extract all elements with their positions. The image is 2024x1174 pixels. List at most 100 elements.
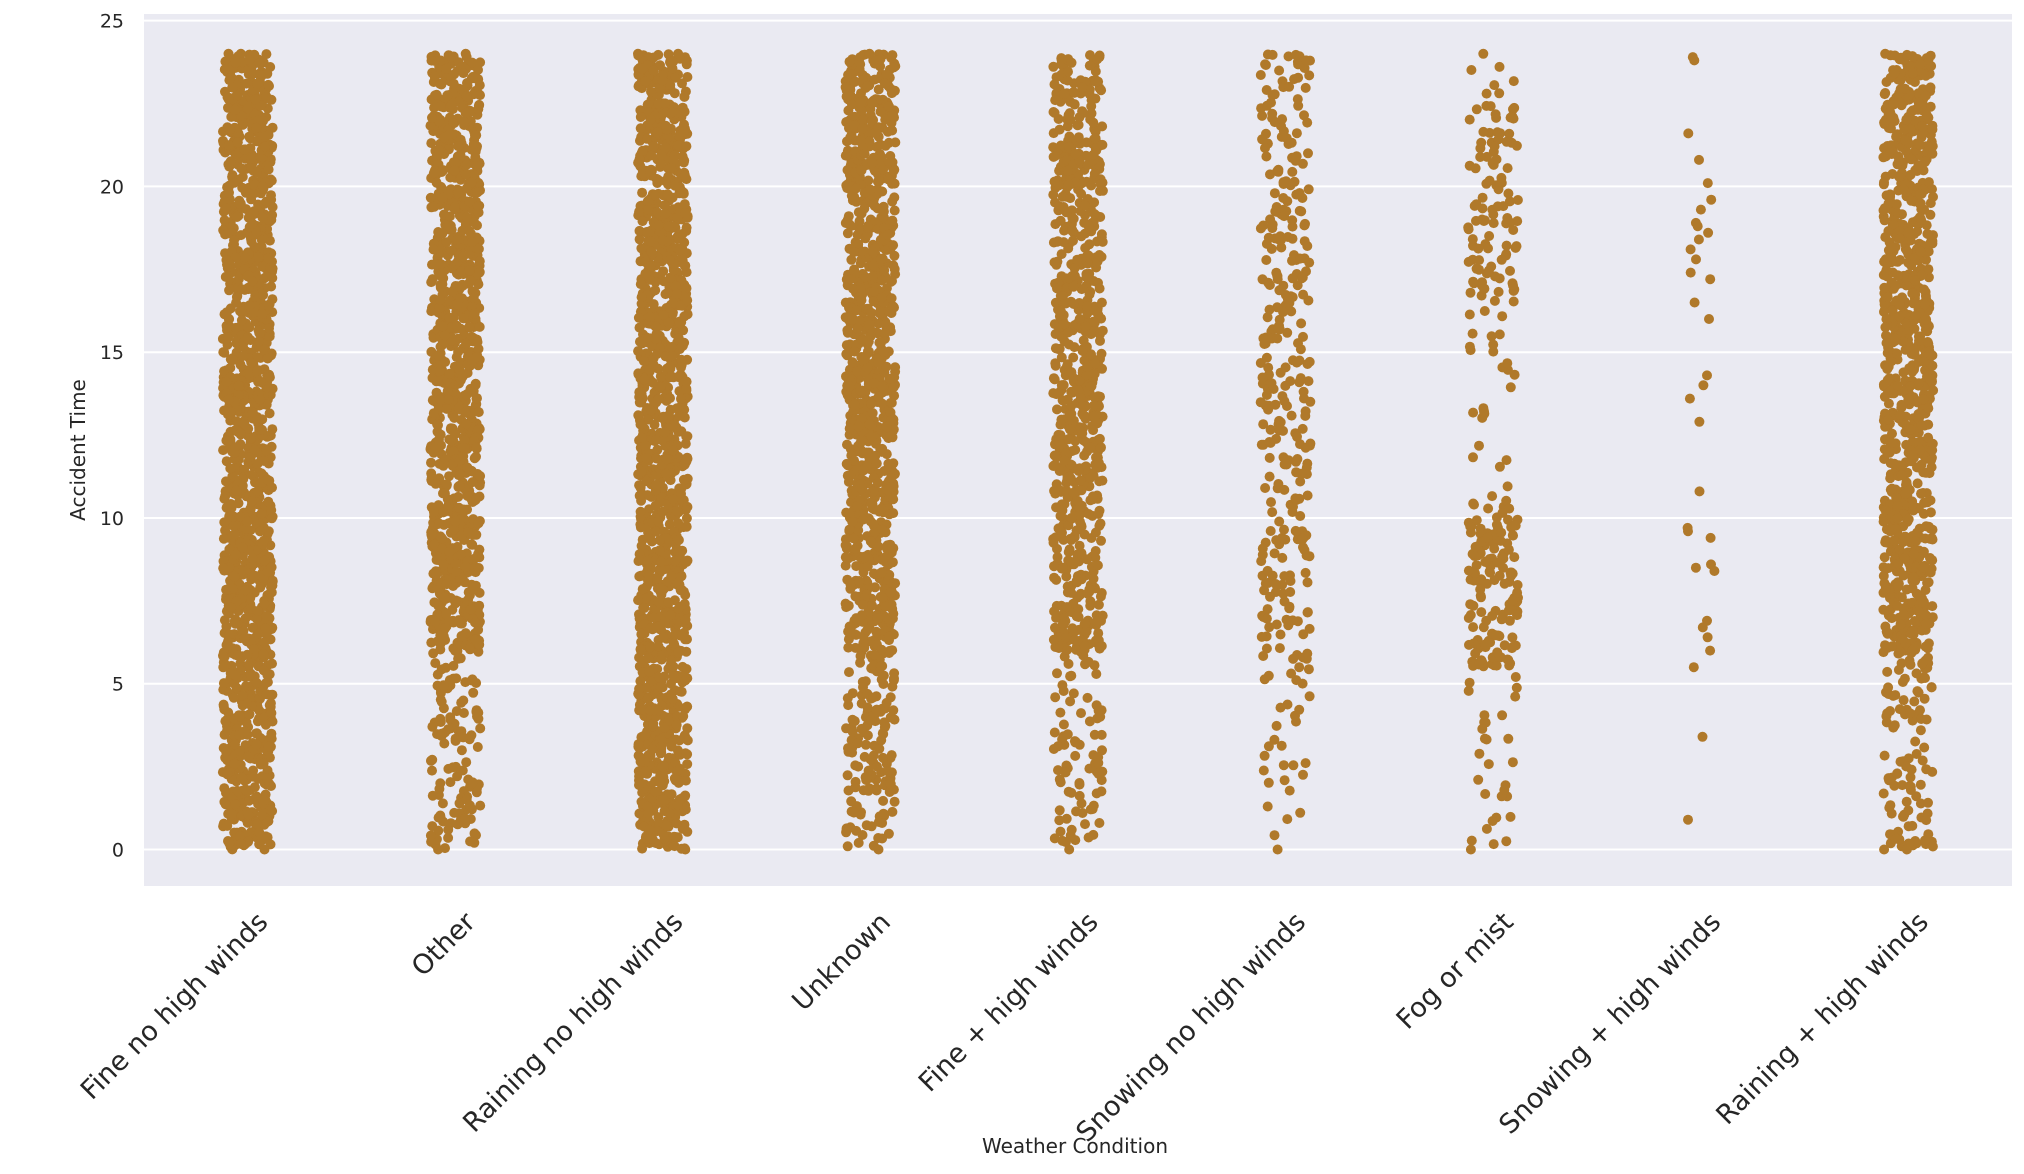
strip-point <box>262 773 272 784</box>
strip-point <box>882 766 893 777</box>
strip-point <box>874 743 885 754</box>
strip-point <box>456 745 467 756</box>
strip-point <box>441 237 452 248</box>
strip-point <box>474 600 485 611</box>
strip-point <box>634 771 645 782</box>
strip-point <box>240 784 251 795</box>
strip-point <box>437 798 448 809</box>
strip-point <box>433 350 444 361</box>
strip-point <box>848 716 859 727</box>
strip-point <box>258 455 269 466</box>
strip-point <box>264 323 274 334</box>
strip-point <box>254 58 265 69</box>
strip-point <box>661 820 672 831</box>
strip-point <box>645 166 656 177</box>
strip-point <box>472 187 483 198</box>
strip-point <box>888 382 899 392</box>
strip-point <box>674 130 684 141</box>
strip-point <box>868 286 879 297</box>
strip-point <box>844 423 855 434</box>
strip-point <box>464 265 475 276</box>
strip-point <box>849 346 860 357</box>
strip-point <box>475 90 485 101</box>
strip-point <box>682 431 693 442</box>
strip-point <box>475 471 486 481</box>
strip-point <box>888 260 899 271</box>
strip-point <box>856 165 867 176</box>
strip-point <box>674 318 685 329</box>
strip-point <box>471 451 481 462</box>
strip-point <box>653 705 664 716</box>
strip-point <box>888 608 899 619</box>
strip-point <box>682 673 693 684</box>
strip-point <box>267 294 278 305</box>
strip-point <box>887 125 898 136</box>
strip-point <box>873 358 884 368</box>
strip-point <box>425 192 436 203</box>
strip-point <box>473 563 484 573</box>
strip-point <box>864 319 875 330</box>
strip-point <box>841 91 852 102</box>
strip-point <box>257 212 268 223</box>
strip-point <box>460 48 471 59</box>
strip-point <box>842 439 852 450</box>
strip-point <box>445 777 456 788</box>
strip-point <box>249 570 260 581</box>
strip-point <box>852 500 863 511</box>
strip-point <box>431 376 442 387</box>
strip-point <box>261 611 272 621</box>
strip-point <box>453 491 464 502</box>
strip-point <box>659 722 670 733</box>
strip-point <box>247 276 258 287</box>
strip-point <box>236 163 247 174</box>
strip-point <box>859 148 870 159</box>
strip-point <box>252 819 263 830</box>
strip-point <box>653 641 664 652</box>
strip-point <box>235 428 246 439</box>
strip-point <box>650 500 661 511</box>
strip-point <box>432 419 443 430</box>
strip-point <box>468 584 478 595</box>
strip-point <box>634 683 645 694</box>
strip-point <box>430 442 441 453</box>
strip-point <box>428 506 439 517</box>
strip-point <box>225 124 236 135</box>
strip-point <box>433 825 444 836</box>
strip-series <box>633 48 693 855</box>
strip-point <box>224 180 235 191</box>
strip-point <box>865 536 876 547</box>
strip-point <box>657 761 668 772</box>
strip-point <box>244 54 255 65</box>
strip-point <box>468 292 479 303</box>
strip-point <box>441 609 452 620</box>
strip-point <box>233 380 244 391</box>
strip-point <box>842 325 853 336</box>
strip-point <box>670 180 680 191</box>
strip-point <box>666 741 677 752</box>
strip-point <box>221 322 232 333</box>
strip-point <box>449 165 460 176</box>
strip-point <box>877 398 888 409</box>
strip-point <box>253 376 264 387</box>
strip-point <box>221 476 231 487</box>
strip-point <box>680 614 691 625</box>
strip-point <box>463 527 473 538</box>
strip-point <box>641 452 652 463</box>
strip-point <box>461 91 472 102</box>
strip-point <box>868 692 879 703</box>
strip-point <box>249 644 259 655</box>
strip-point <box>240 585 251 596</box>
strip-point <box>245 503 256 514</box>
strip-point <box>673 333 684 344</box>
strip-point <box>682 759 693 770</box>
strip-point <box>660 142 671 153</box>
strip-point <box>658 794 669 805</box>
strip-point <box>450 566 461 577</box>
strip-point <box>262 670 273 681</box>
strip-point <box>847 726 858 737</box>
strip-point <box>241 78 252 89</box>
strip-point <box>232 650 243 661</box>
strip-point <box>231 297 242 308</box>
strip-point <box>456 549 467 560</box>
strip-point <box>223 140 234 151</box>
